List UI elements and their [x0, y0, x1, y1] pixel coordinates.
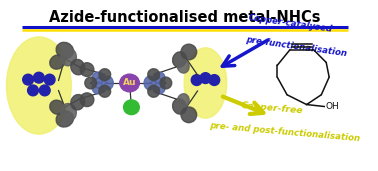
- Text: Azide-functionalised metal-NHCs: Azide-functionalised metal-NHCs: [50, 10, 321, 25]
- Ellipse shape: [99, 69, 111, 81]
- Ellipse shape: [92, 72, 104, 84]
- Circle shape: [39, 85, 50, 96]
- Ellipse shape: [92, 82, 104, 94]
- Text: Copper-free: Copper-free: [241, 101, 304, 115]
- Ellipse shape: [85, 77, 97, 89]
- Circle shape: [44, 74, 55, 85]
- Ellipse shape: [148, 69, 160, 81]
- Circle shape: [200, 73, 211, 83]
- Ellipse shape: [50, 55, 65, 69]
- Ellipse shape: [177, 94, 189, 107]
- Ellipse shape: [6, 37, 71, 134]
- Ellipse shape: [60, 103, 76, 121]
- Ellipse shape: [144, 76, 156, 90]
- Ellipse shape: [153, 82, 165, 94]
- Ellipse shape: [56, 111, 73, 127]
- Ellipse shape: [80, 93, 94, 107]
- Ellipse shape: [101, 76, 113, 90]
- Circle shape: [23, 74, 34, 85]
- Text: pre- and post-functionalisation: pre- and post-functionalisation: [209, 122, 361, 144]
- FancyArrowPatch shape: [222, 40, 268, 66]
- Ellipse shape: [99, 86, 111, 97]
- Ellipse shape: [80, 63, 94, 76]
- Ellipse shape: [71, 95, 85, 110]
- Ellipse shape: [181, 107, 197, 123]
- Ellipse shape: [124, 100, 139, 115]
- Ellipse shape: [173, 99, 186, 114]
- Ellipse shape: [173, 52, 186, 67]
- Circle shape: [191, 75, 202, 86]
- Text: Au: Au: [123, 78, 136, 88]
- Ellipse shape: [71, 59, 85, 75]
- Text: OH: OH: [325, 102, 339, 111]
- Ellipse shape: [184, 48, 227, 118]
- Ellipse shape: [181, 44, 197, 60]
- Ellipse shape: [148, 86, 160, 97]
- Circle shape: [209, 75, 220, 86]
- Ellipse shape: [50, 100, 65, 114]
- Circle shape: [28, 85, 39, 96]
- Text: Copper-catalysed: Copper-catalysed: [248, 14, 333, 34]
- Text: pre-functionalisation: pre-functionalisation: [245, 35, 347, 58]
- Ellipse shape: [153, 72, 165, 84]
- Ellipse shape: [177, 59, 189, 73]
- Ellipse shape: [120, 74, 139, 92]
- Ellipse shape: [160, 77, 172, 89]
- Ellipse shape: [60, 48, 76, 66]
- Ellipse shape: [56, 42, 73, 58]
- Circle shape: [34, 72, 44, 83]
- FancyArrowPatch shape: [223, 97, 263, 114]
